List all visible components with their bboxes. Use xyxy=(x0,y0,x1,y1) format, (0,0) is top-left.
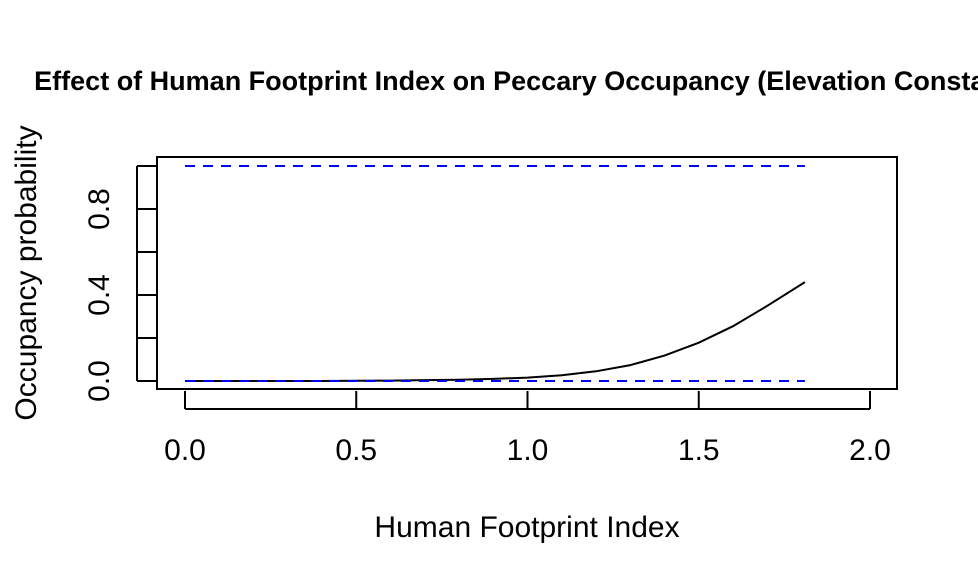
y-tick-label-4: 0.8 xyxy=(83,188,116,230)
x-axis: 0.0 0.5 1.0 1.5 2.0 xyxy=(164,391,891,467)
series-line-0 xyxy=(185,281,806,382)
series-layer xyxy=(185,165,806,382)
chart-title: Effect of Human Footprint Index on Pecca… xyxy=(34,66,978,96)
y-axis-label: Occupancy probability xyxy=(10,125,43,420)
x-tick-label-2: 1.0 xyxy=(507,434,549,467)
x-axis-label: Human Footprint Index xyxy=(374,511,679,544)
y-axis: 0.0 0.4 0.8 xyxy=(83,165,157,402)
x-tick-label-0: 0.0 xyxy=(164,434,206,467)
y-tick-label-0: 0.0 xyxy=(83,360,116,402)
y-tick-label-2: 0.4 xyxy=(83,274,116,316)
x-tick-label-4: 2.0 xyxy=(849,434,891,467)
plot-frame xyxy=(156,156,898,390)
x-tick-label-3: 1.5 xyxy=(678,434,720,467)
x-tick-label-1: 0.5 xyxy=(335,434,377,467)
